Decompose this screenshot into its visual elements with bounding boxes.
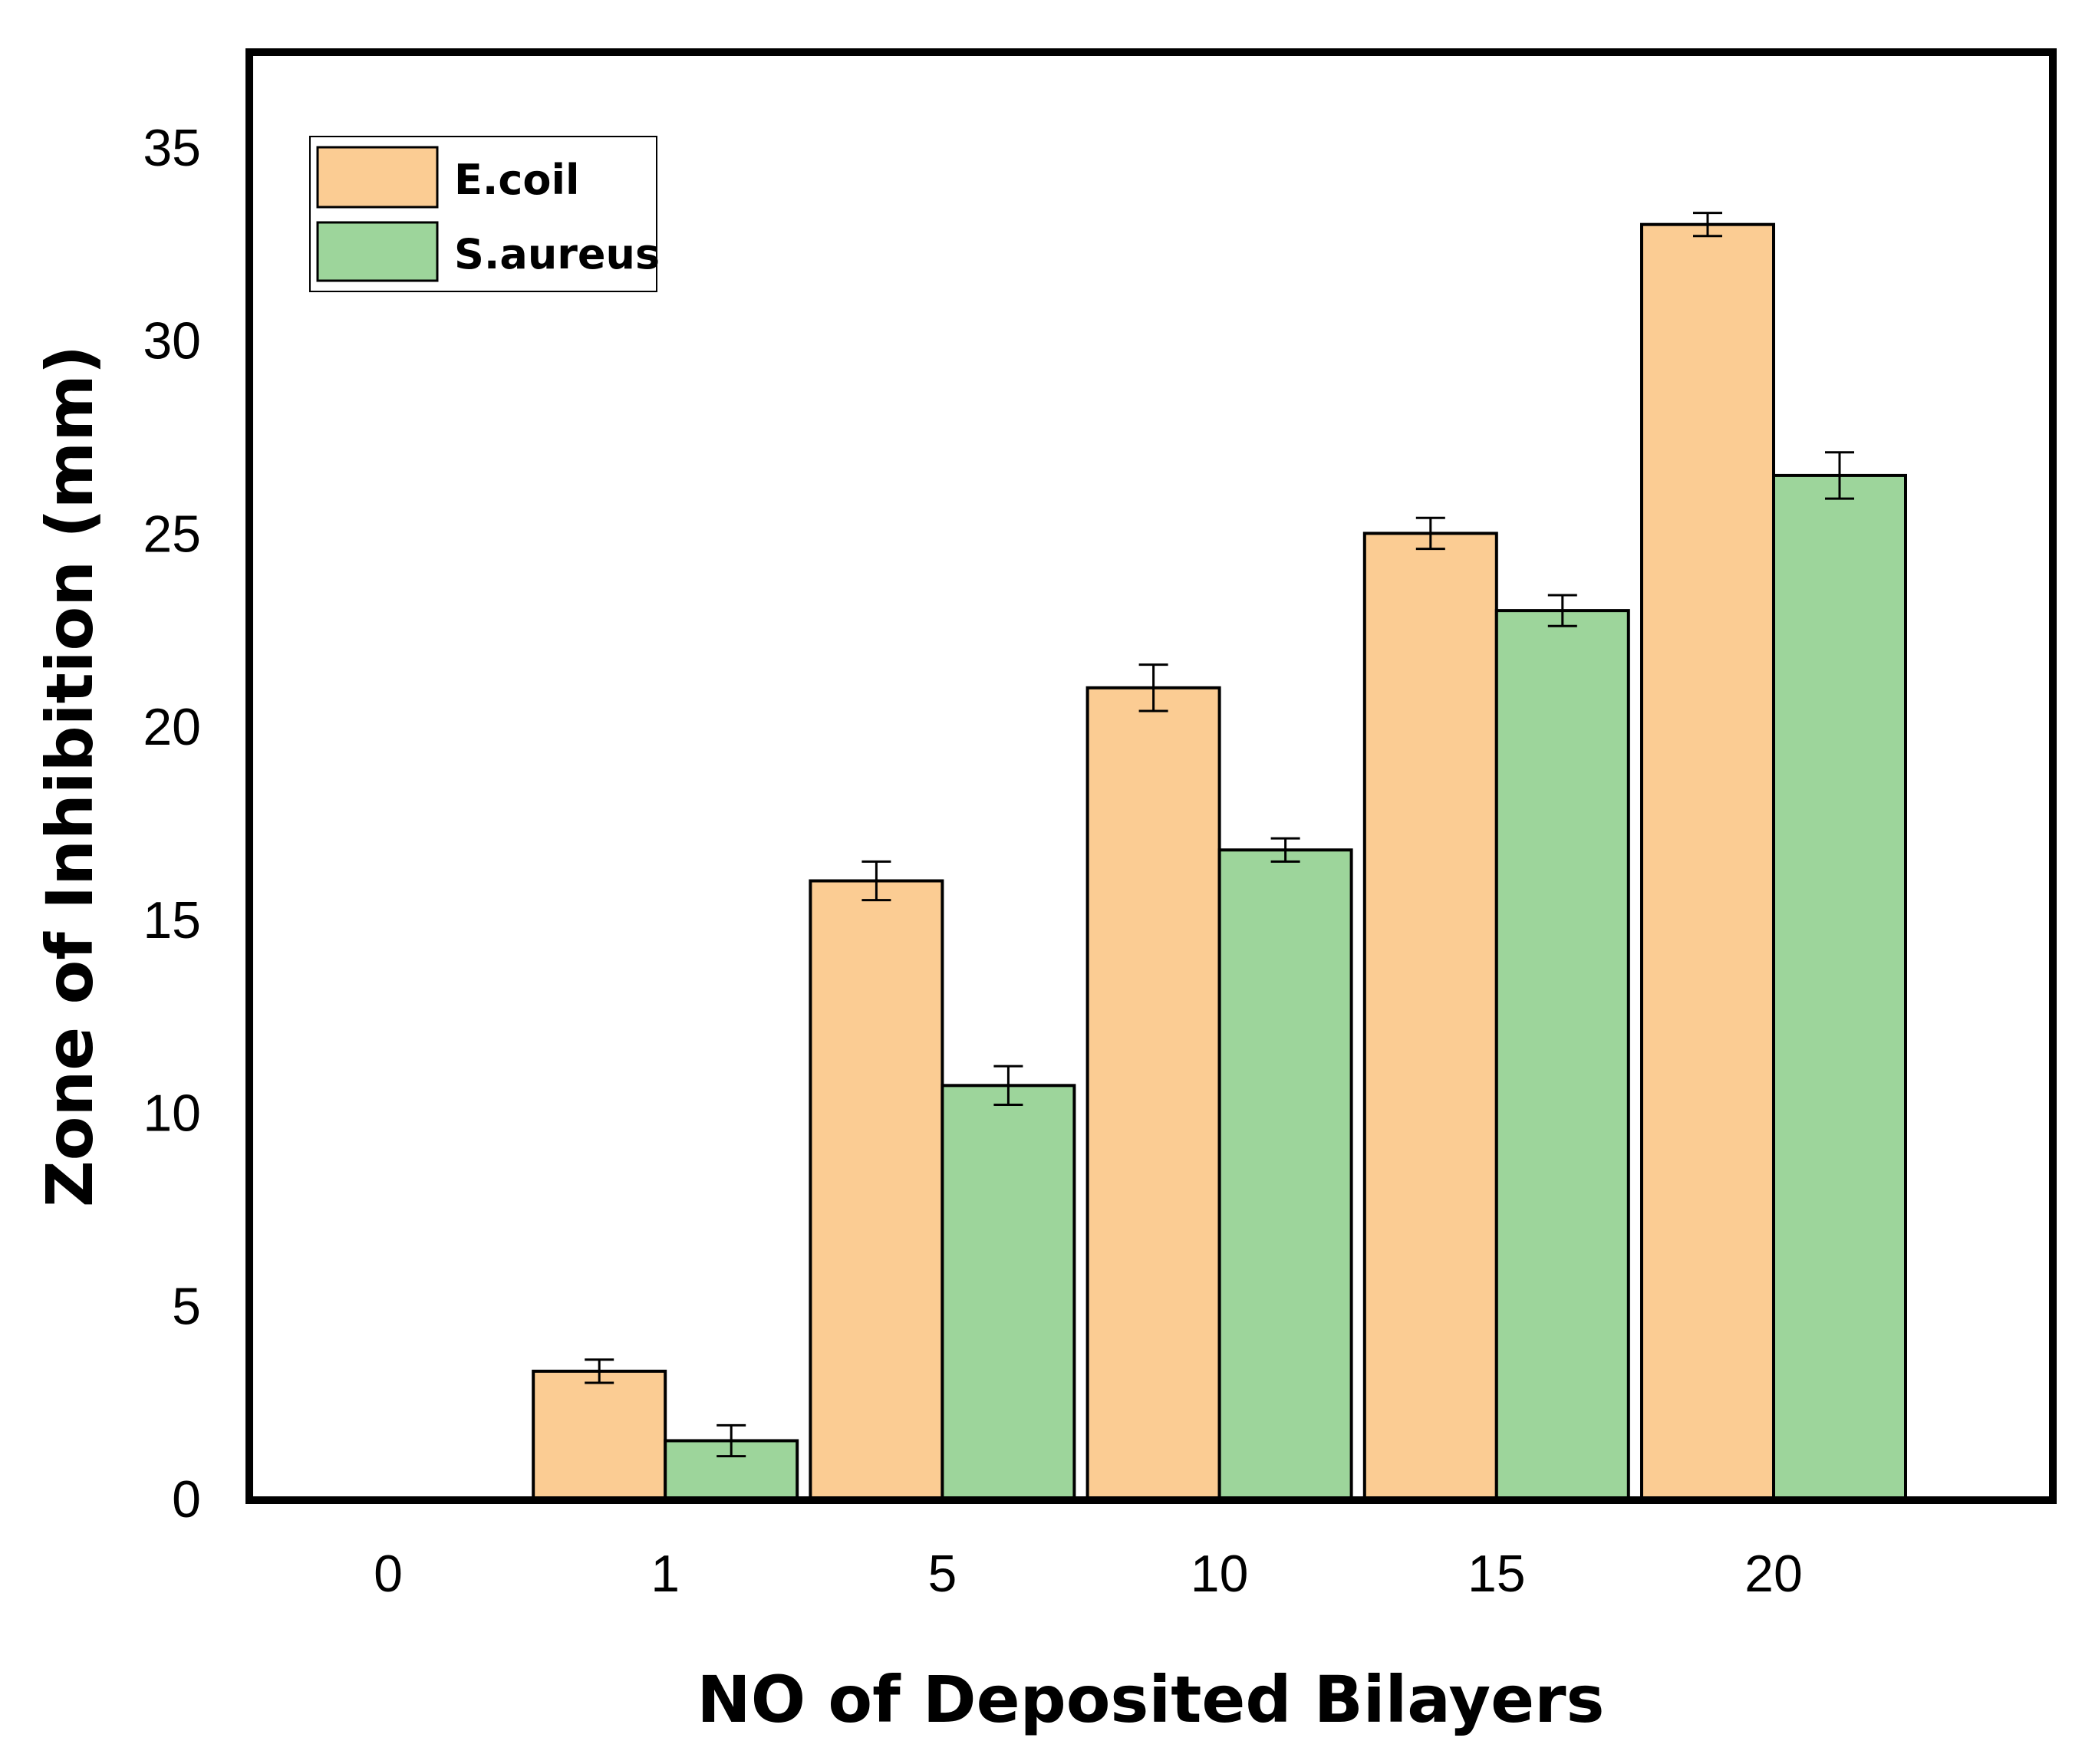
x-tick-labels: 0 1 5 10 15 20 bbox=[374, 1545, 1803, 1603]
legend-swatch-saureus bbox=[316, 221, 439, 282]
error-bars-layer bbox=[585, 212, 1854, 1458]
bar-ecoil-20 bbox=[1640, 222, 1775, 1501]
bar-ecoil-10 bbox=[1085, 686, 1221, 1500]
y-tick-labels: 0 5 10 15 20 25 30 35 bbox=[143, 119, 201, 1529]
legend-label-ecoli: E.coil bbox=[454, 156, 580, 204]
error-bar-ecoil-1 bbox=[585, 1358, 614, 1384]
error-bar-saureus-5 bbox=[993, 1065, 1023, 1107]
y-tick-label: 5 bbox=[172, 1277, 201, 1335]
bar-ecoil-1 bbox=[532, 1369, 667, 1500]
error-bar-ecoil-5 bbox=[861, 860, 891, 902]
y-tick-label: 15 bbox=[143, 891, 201, 949]
x-tick-label: 10 bbox=[1191, 1545, 1249, 1603]
bars-layer bbox=[532, 222, 1907, 1501]
error-bar-saureus-10 bbox=[1270, 837, 1300, 863]
bar-ecoil-5 bbox=[809, 879, 944, 1500]
y-tick-label: 25 bbox=[143, 505, 201, 563]
error-bar-saureus-20 bbox=[1825, 451, 1854, 500]
error-bar-ecoil-20 bbox=[1693, 212, 1722, 238]
bar-saureus-10 bbox=[1217, 848, 1353, 1500]
y-tick-label: 10 bbox=[143, 1084, 201, 1143]
error-bar-ecoil-10 bbox=[1138, 663, 1168, 713]
bar-saureus-15 bbox=[1494, 609, 1630, 1500]
y-tick-label: 35 bbox=[143, 119, 201, 177]
x-tick-label: 0 bbox=[374, 1545, 403, 1603]
x-tick-label: 15 bbox=[1468, 1545, 1526, 1603]
legend: E.coil S.aureus bbox=[309, 136, 660, 292]
error-bar-saureus-15 bbox=[1547, 594, 1577, 627]
bar-saureus-5 bbox=[941, 1084, 1076, 1500]
error-bar-saureus-1 bbox=[717, 1423, 746, 1458]
x-tick-label: 5 bbox=[927, 1545, 957, 1603]
x-tick-label: 20 bbox=[1744, 1545, 1803, 1603]
x-tick-label: 1 bbox=[651, 1545, 680, 1603]
x-axis-title: NO of Deposited Bilayers bbox=[697, 1662, 1604, 1737]
plot-frame bbox=[245, 48, 2057, 1504]
y-tick-label: 30 bbox=[143, 312, 201, 370]
y-tick-label: 0 bbox=[172, 1470, 201, 1529]
bar-saureus-20 bbox=[1772, 473, 1907, 1500]
legend-label-saureus: S.aureus bbox=[454, 230, 660, 278]
y-axis-title: Zone of Inhibition (mm) bbox=[32, 345, 107, 1207]
error-bar-ecoil-15 bbox=[1415, 516, 1445, 551]
y-tick-label: 20 bbox=[143, 698, 201, 756]
bar-ecoil-15 bbox=[1362, 532, 1498, 1500]
legend-swatch-ecoli bbox=[316, 146, 439, 209]
